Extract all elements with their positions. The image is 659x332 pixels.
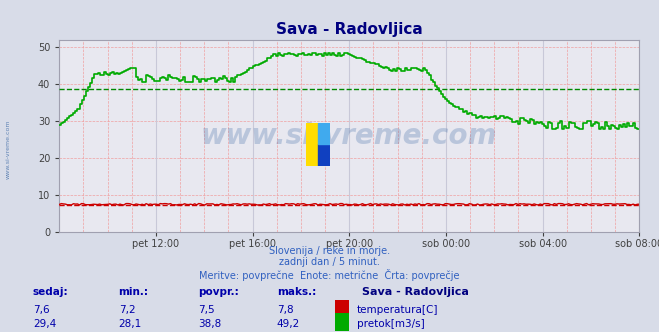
Text: 7,5: 7,5: [198, 305, 214, 315]
Text: 28,1: 28,1: [119, 319, 142, 329]
Text: Slovenija / reke in morje.: Slovenija / reke in morje.: [269, 246, 390, 256]
Text: www.si-vreme.com: www.si-vreme.com: [201, 122, 498, 150]
Bar: [306, 123, 318, 166]
Bar: [318, 123, 330, 144]
Text: Meritve: povprečne  Enote: metrične  Črta: povprečje: Meritve: povprečne Enote: metrične Črta:…: [199, 269, 460, 281]
Text: maks.:: maks.:: [277, 287, 316, 297]
Text: sedaj:: sedaj:: [33, 287, 69, 297]
Text: 7,8: 7,8: [277, 305, 293, 315]
Text: Sava - Radovljica: Sava - Radovljica: [362, 287, 469, 297]
Bar: [318, 144, 330, 166]
Text: povpr.:: povpr.:: [198, 287, 239, 297]
Text: 49,2: 49,2: [277, 319, 300, 329]
Text: www.si-vreme.com: www.si-vreme.com: [5, 120, 11, 179]
Text: zadnji dan / 5 minut.: zadnji dan / 5 minut.: [279, 257, 380, 267]
Title: Sava - Radovljica: Sava - Radovljica: [276, 22, 422, 37]
Text: 38,8: 38,8: [198, 319, 221, 329]
Text: temperatura[C]: temperatura[C]: [357, 305, 439, 315]
Text: 7,6: 7,6: [33, 305, 49, 315]
Text: 29,4: 29,4: [33, 319, 56, 329]
Text: 7,2: 7,2: [119, 305, 135, 315]
Text: pretok[m3/s]: pretok[m3/s]: [357, 319, 425, 329]
Text: min.:: min.:: [119, 287, 149, 297]
